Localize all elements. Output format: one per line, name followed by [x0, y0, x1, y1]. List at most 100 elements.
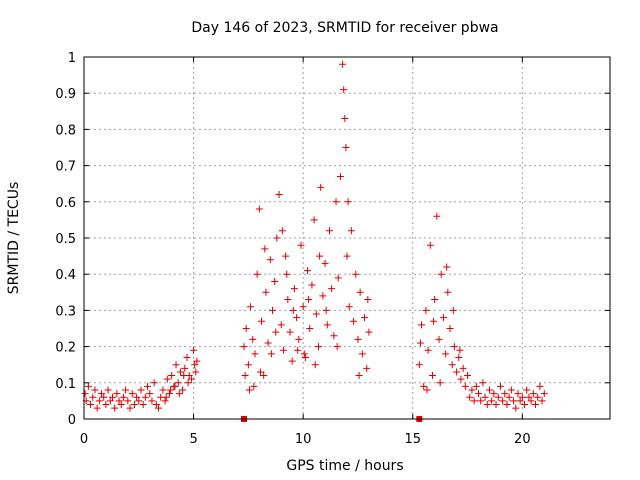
data-point: [258, 317, 266, 325]
data-point: [442, 350, 450, 358]
data-point: [453, 368, 461, 376]
data-point: [100, 393, 108, 401]
data-point: [443, 263, 451, 271]
data-point: [183, 353, 191, 361]
data-point: [111, 404, 119, 412]
data-point: [472, 382, 480, 390]
data-point: [277, 321, 285, 329]
data-point: [304, 267, 312, 275]
data-point: [336, 172, 344, 180]
data-point: [297, 241, 305, 249]
chart-title: Day 146 of 2023, SRMTID for receiver pbw…: [191, 20, 498, 36]
axis-ticks: 00.10.20.30.40.50.60.70.80.910 5 10 15 20: [55, 51, 610, 447]
x-tick-label: 20: [514, 432, 531, 447]
y-tick-label: 0.5: [55, 232, 76, 247]
data-point: [282, 252, 290, 260]
data-point: [256, 368, 264, 376]
data-point: [272, 328, 280, 336]
data-point: [311, 361, 319, 369]
data-point: [344, 198, 352, 206]
data-point: [428, 372, 436, 380]
data-point: [525, 393, 533, 401]
data-point: [330, 332, 338, 340]
data-point: [184, 379, 192, 387]
data-point: [477, 397, 485, 405]
data-point: [518, 393, 526, 401]
data-point: [299, 303, 307, 311]
data-point: [176, 368, 184, 376]
data-point: [334, 274, 342, 282]
data-point: [540, 390, 548, 398]
data-point: [87, 401, 95, 409]
data-point: [431, 296, 439, 304]
data-point: [242, 325, 250, 332]
x-tick-label: 15: [404, 432, 421, 447]
y-tick-label: 0.7: [55, 160, 76, 175]
data-point: [192, 368, 200, 376]
data-point: [175, 390, 183, 398]
data-point: [159, 386, 167, 394]
y-tick-label: 0.2: [55, 341, 76, 356]
x-tick-label: 10: [295, 432, 312, 447]
data-point: [352, 270, 360, 278]
data-point: [249, 335, 257, 343]
data-point: [494, 393, 502, 401]
data-point: [286, 328, 294, 336]
y-tick-label: 0.4: [55, 268, 76, 283]
data-point: [423, 386, 431, 394]
data-point: [420, 382, 428, 390]
data-point: [332, 198, 340, 206]
data-point: [433, 212, 441, 220]
data-point: [95, 397, 103, 405]
data-point: [422, 306, 430, 314]
data-point: [459, 364, 467, 372]
data-point: [144, 382, 152, 390]
data-point: [115, 397, 123, 405]
data-point: [289, 306, 297, 314]
data-point: [365, 328, 373, 336]
data-point: [424, 346, 432, 354]
data-point: [325, 227, 333, 235]
data-point: [485, 386, 493, 394]
data-point: [512, 404, 520, 412]
x-tick-label: 0: [80, 432, 88, 447]
data-point: [278, 227, 286, 235]
data-point: [245, 386, 253, 394]
data-point: [322, 306, 330, 314]
data-point: [347, 227, 355, 235]
data-point: [113, 390, 121, 398]
data-point: [250, 382, 258, 390]
data-point: [461, 382, 469, 390]
data-point: [91, 386, 99, 394]
data-point: [251, 350, 259, 358]
data-point: [456, 346, 464, 354]
data-point: [308, 281, 316, 289]
data-point: [317, 183, 325, 191]
y-axis-label: SRMTID / TECUs: [6, 182, 22, 295]
data-point: [341, 115, 349, 123]
data-point: [430, 317, 438, 325]
data-point: [437, 270, 445, 278]
data-point: [264, 339, 272, 347]
data-point: [521, 401, 529, 409]
data-point: [527, 397, 535, 405]
data-point: [273, 234, 281, 242]
data-point: [319, 292, 327, 300]
data-point: [84, 382, 92, 390]
data-point: [187, 375, 195, 383]
data-point: [529, 390, 537, 398]
data-point: [450, 343, 458, 351]
data-point: [355, 372, 363, 380]
data-point: [523, 386, 531, 394]
data-point: [354, 335, 362, 343]
data-point: [436, 379, 444, 387]
data-point: [435, 335, 443, 343]
data-point: [444, 288, 452, 296]
y-tick-label: 0.1: [55, 377, 76, 392]
data-point: [102, 401, 110, 409]
data-point: [481, 393, 489, 401]
data-point: [507, 386, 515, 394]
data-point: [155, 404, 163, 412]
data-point: [488, 397, 496, 405]
